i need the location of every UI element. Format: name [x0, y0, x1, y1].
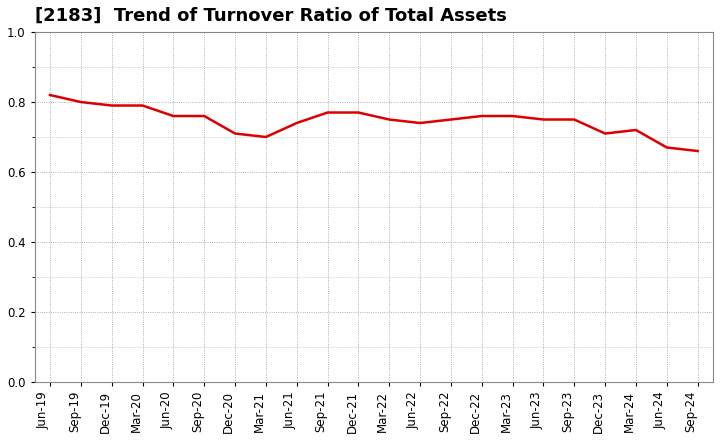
Text: [2183]  Trend of Turnover Ratio of Total Assets: [2183] Trend of Turnover Ratio of Total … [35, 7, 506, 25]
